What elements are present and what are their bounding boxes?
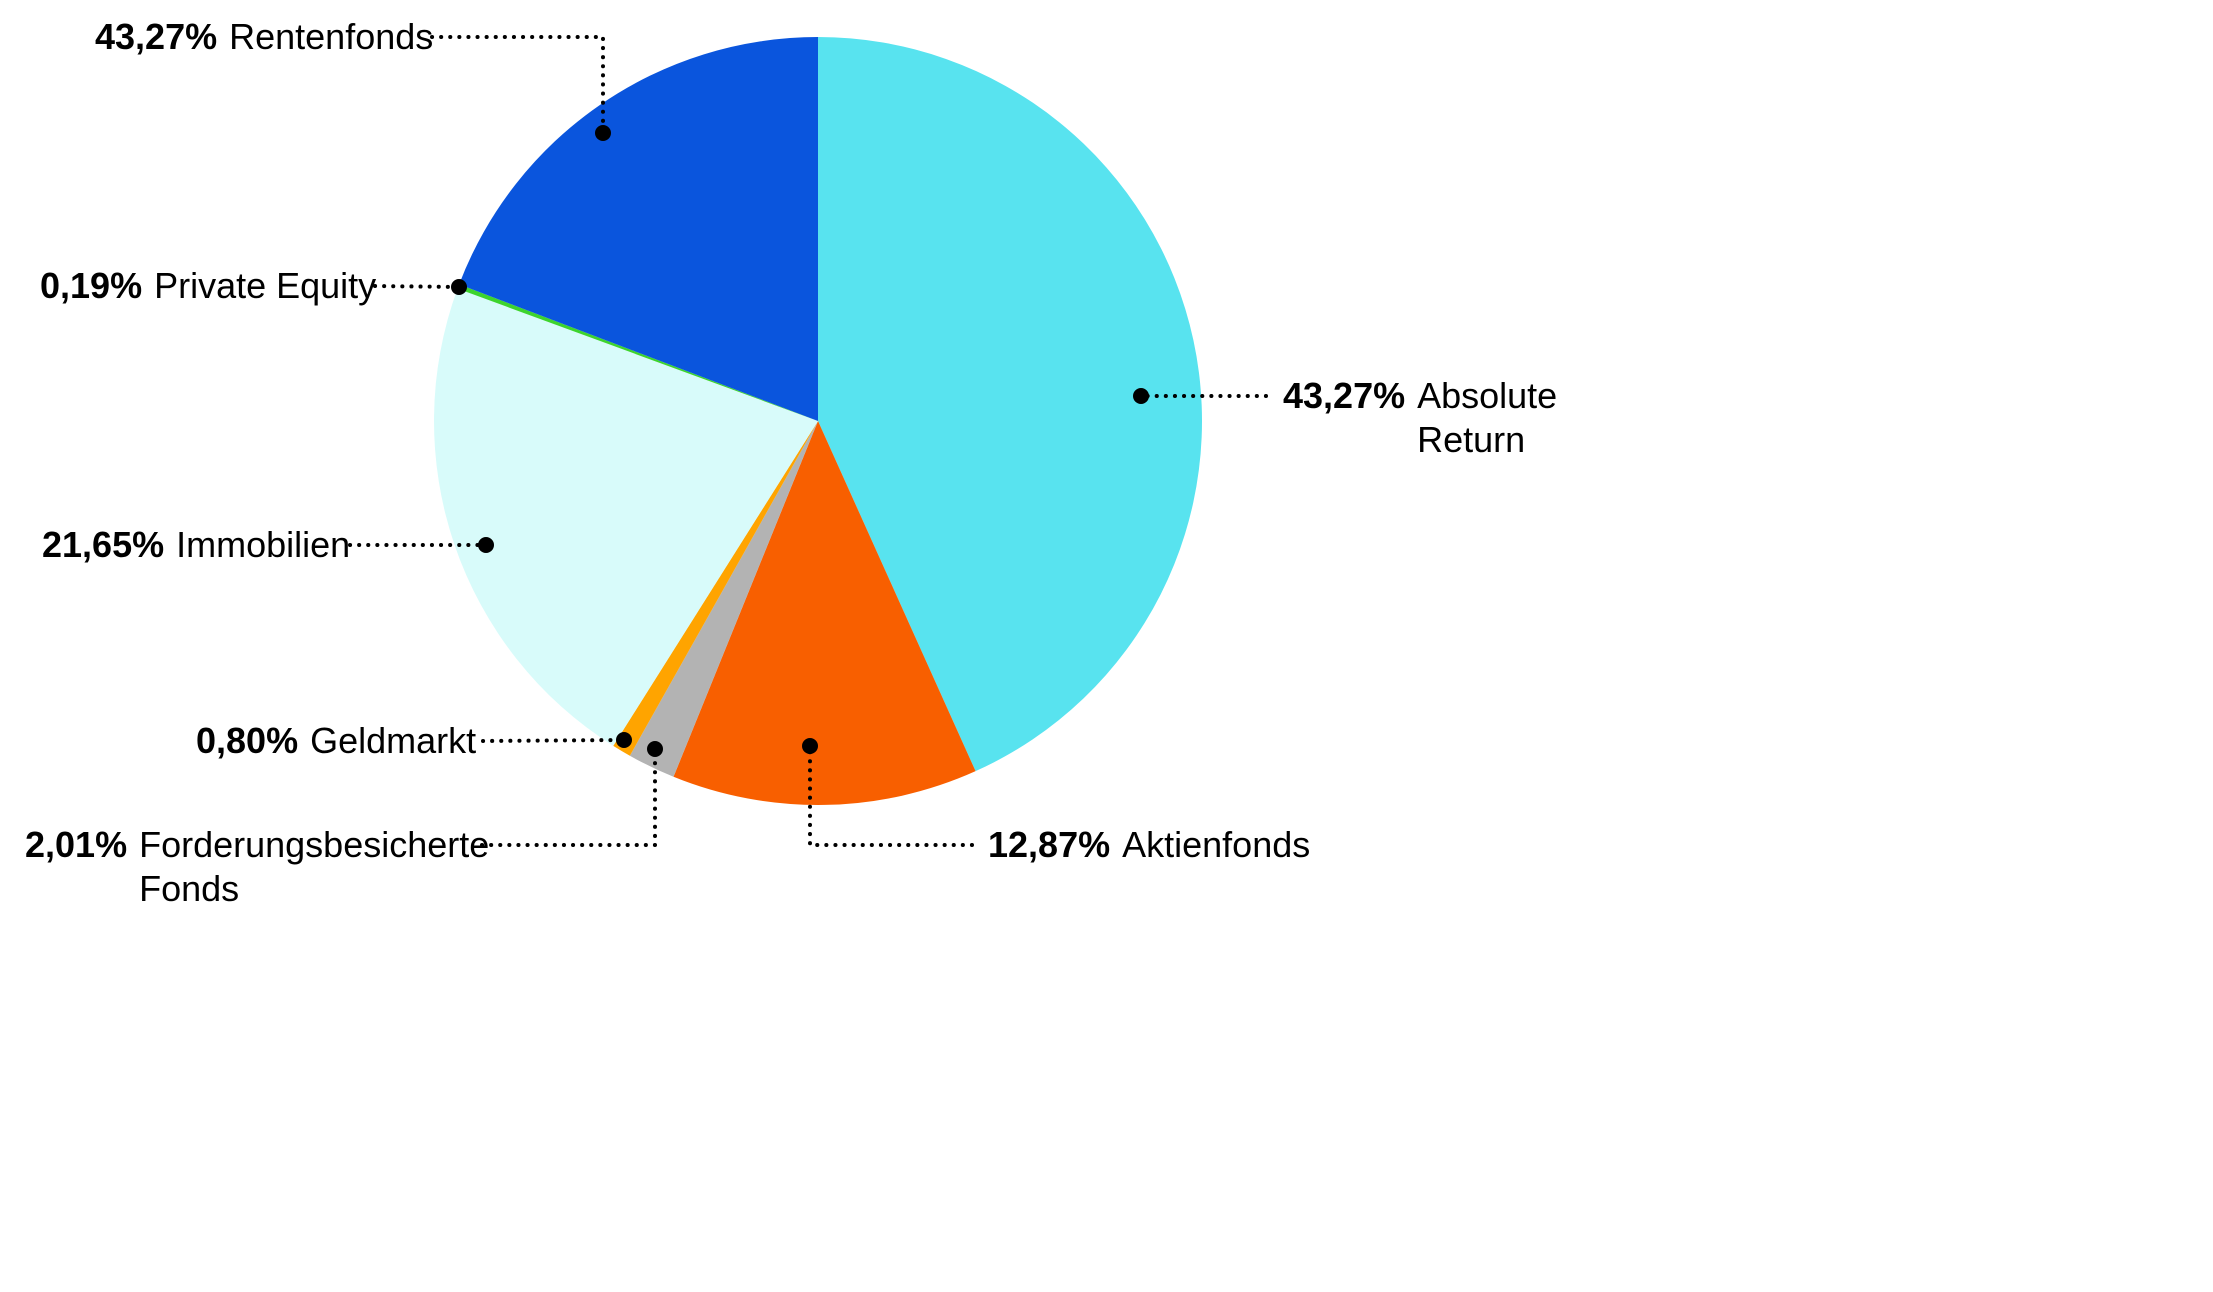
label-geldmarkt: 0,80% Geldmarkt [196, 719, 476, 763]
segment-name: Immobilien [176, 524, 351, 565]
percent-value: 12,87% [988, 824, 1111, 865]
pie-slice-absolute-return [818, 37, 1203, 772]
percent-value: 2,01% [25, 824, 128, 865]
label-absolute-return: 43,27% Absolute Return [1283, 374, 1585, 462]
leader-dot-rentenfonds [595, 125, 611, 141]
pie-slice-aktienfonds [673, 421, 976, 806]
label-aktienfonds: 12,87% Aktienfonds [988, 823, 1310, 867]
percent-value: 21,65% [42, 524, 165, 565]
leader-dot-immobilien [478, 537, 494, 553]
percent-value: 43,27% [95, 16, 218, 57]
percent-value: 43,27% [1283, 375, 1406, 416]
label-immobilien: 21,65% Immobilien [42, 523, 350, 567]
segment-name: Rentenfonds [229, 16, 434, 57]
pie-slice-rentenfonds [459, 37, 818, 421]
pie-slice-forderungsbesicherte-fonds [629, 421, 818, 777]
label-rentenfonds: 43,27% Rentenfonds [95, 15, 433, 59]
leader-line-aktienfonds [808, 744, 974, 847]
segment-name: Private Equity [154, 265, 377, 306]
label-private-equity: 0,19% Private Equity [40, 264, 376, 308]
leader-dot-absolute-return [1133, 388, 1149, 404]
pie-slice-geldmarkt [613, 421, 818, 756]
leader-dot-geldmarkt [616, 732, 632, 748]
percent-value: 0,80% [196, 720, 299, 761]
segment-name: Absolute Return [1417, 375, 1558, 460]
pie-slice-private-equity [457, 284, 818, 421]
pie-slice-immobilien [434, 288, 818, 746]
leader-line-forderungsbesicherte-fonds [480, 747, 657, 847]
segment-name: Geldmarkt [310, 720, 477, 761]
leader-dot-aktienfonds [802, 738, 818, 754]
label-forderungsbesicherte-fonds: 2,01% Forderungsbesicherte Fonds [25, 823, 497, 911]
leader-line-geldmarkt [481, 738, 626, 743]
percent-value: 0,19% [40, 265, 143, 306]
leader-dot-forderungsbesicherte-fonds [647, 741, 663, 757]
leader-line-rentenfonds [430, 35, 605, 135]
segment-name: Aktienfonds [1122, 824, 1311, 865]
leader-line-private-equity [373, 284, 461, 289]
leader-dot-private-equity [451, 279, 467, 295]
segment-name: Forderungsbesicherte Fonds [139, 824, 490, 909]
